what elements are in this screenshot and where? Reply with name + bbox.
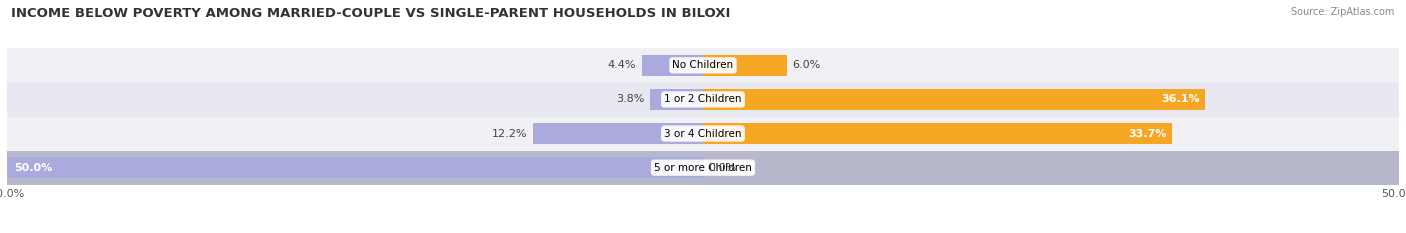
- Text: INCOME BELOW POVERTY AMONG MARRIED-COUPLE VS SINGLE-PARENT HOUSEHOLDS IN BILOXI: INCOME BELOW POVERTY AMONG MARRIED-COUPL…: [11, 7, 731, 20]
- Bar: [7, 82, 1399, 116]
- Bar: [703, 123, 1173, 144]
- Text: No Children: No Children: [672, 60, 734, 70]
- Text: 0.0%: 0.0%: [709, 163, 737, 173]
- Bar: [703, 89, 1205, 110]
- Bar: [650, 89, 703, 110]
- Text: 36.1%: 36.1%: [1161, 94, 1199, 104]
- Text: 50.0%: 50.0%: [14, 163, 52, 173]
- Text: 4.4%: 4.4%: [607, 60, 636, 70]
- Bar: [533, 123, 703, 144]
- Text: Source: ZipAtlas.com: Source: ZipAtlas.com: [1291, 7, 1395, 17]
- Bar: [7, 151, 1399, 185]
- Text: 3 or 4 Children: 3 or 4 Children: [664, 129, 742, 139]
- Text: 12.2%: 12.2%: [492, 129, 527, 139]
- Bar: [641, 55, 703, 76]
- Text: 5 or more Children: 5 or more Children: [654, 163, 752, 173]
- Text: 3.8%: 3.8%: [616, 94, 644, 104]
- Text: 33.7%: 33.7%: [1128, 129, 1167, 139]
- Text: 1 or 2 Children: 1 or 2 Children: [664, 94, 742, 104]
- Bar: [7, 48, 1399, 82]
- Bar: [7, 157, 703, 178]
- Bar: [703, 55, 786, 76]
- Bar: [7, 116, 1399, 151]
- Text: 6.0%: 6.0%: [792, 60, 820, 70]
